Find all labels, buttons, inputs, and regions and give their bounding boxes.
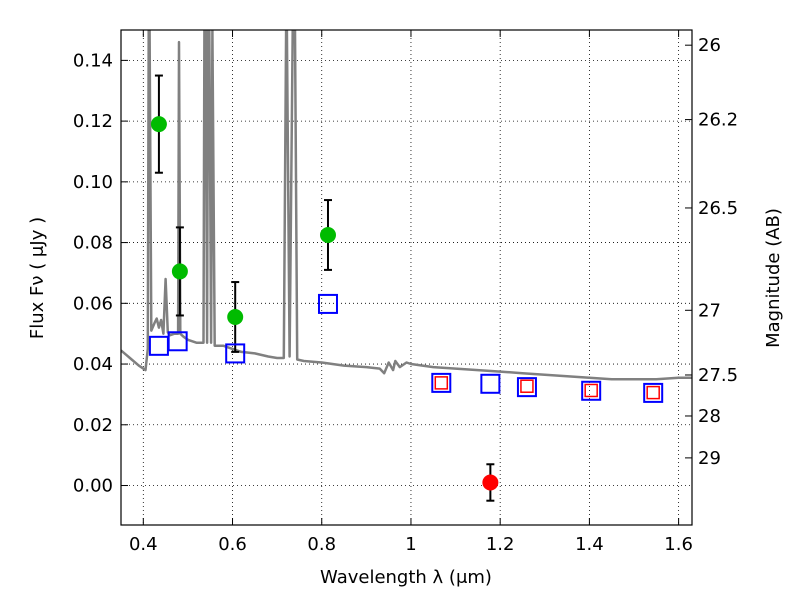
x-axis-label: Wavelength λ (μm) (320, 567, 492, 588)
x-tick-label-1: 0.6 (218, 534, 247, 555)
red-square-1 (520, 379, 534, 393)
grid (121, 30, 692, 525)
x-tick-label-6: 1.6 (664, 534, 693, 555)
y-tick-label-4: 0.08 (73, 233, 113, 254)
blue-square-0 (148, 335, 169, 356)
green-point-1 (171, 263, 188, 280)
right-axis-label: Magnitude (AB) (763, 208, 784, 348)
blue-square-2 (225, 343, 246, 364)
spectrum-line (121, 30, 692, 381)
blue-square-4 (431, 372, 452, 393)
y-tick-label-5: 0.10 (73, 172, 113, 193)
blue-square-6 (516, 377, 537, 398)
blue-square-8 (643, 382, 664, 403)
blue-square-5 (480, 373, 501, 394)
x-tick-label-0: 0.4 (129, 534, 158, 555)
mag-tick-label-2: 26.5 (698, 198, 738, 219)
red-point-0 (482, 474, 499, 491)
x-tick-label-3: 1 (405, 534, 416, 555)
mag-tick-label-6: 29 (698, 448, 721, 469)
x-tick-label-5: 1.4 (575, 534, 604, 555)
y-tick-label-3: 0.06 (73, 293, 113, 314)
red-square-2 (584, 383, 598, 398)
x-tick-label-2: 0.8 (307, 534, 336, 555)
green-point-3 (319, 226, 336, 243)
mag-tick-label-4: 27.5 (698, 365, 738, 386)
y-axis-label: Flux Fν ( μJy ) (27, 217, 48, 339)
red-square-3 (646, 385, 660, 400)
markers (148, 74, 664, 502)
spectrum (121, 30, 692, 381)
green-point-0 (150, 116, 167, 133)
red-square-0 (434, 376, 449, 390)
y-tick-label-1: 0.02 (73, 415, 113, 436)
y-tick-label-2: 0.04 (73, 354, 113, 375)
y-tick-label-0: 0.00 (73, 476, 113, 497)
green-point-2 (227, 308, 244, 325)
ticks: 0.4 0.6 0.8 1 1.2 1.4 1.6 0.00 0.02 0.04 0.06 0.08 0… (73, 30, 738, 555)
y-tick-label-6: 0.12 (73, 111, 113, 132)
mag-tick-label-0: 26 (698, 35, 721, 56)
mag-tick-label-3: 27 (698, 300, 721, 321)
x-tick-label-4: 1.2 (486, 534, 515, 555)
blue-square-1 (167, 331, 188, 352)
axes (120, 29, 693, 526)
blue-square-7 (581, 380, 602, 401)
mag-tick-label-1: 26.2 (698, 110, 738, 131)
y-tick-label-7: 0.14 (73, 50, 113, 71)
plot-frame (120, 29, 693, 526)
mag-tick-label-5: 28 (698, 406, 721, 427)
blue-square-3 (317, 293, 338, 314)
